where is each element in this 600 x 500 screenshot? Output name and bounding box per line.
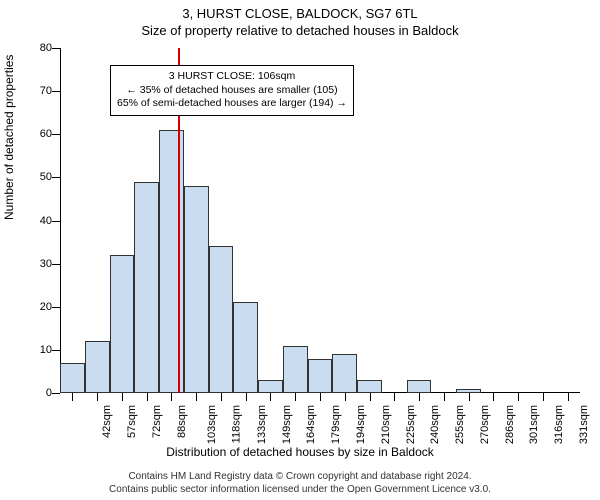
y-tick-label: 60	[40, 128, 52, 140]
y-tick-label: 30	[40, 258, 52, 270]
x-tick	[97, 393, 98, 401]
x-tick-label: 103sqm	[207, 405, 219, 444]
x-tick-label: 316sqm	[553, 405, 565, 444]
y-tick-label: 40	[40, 215, 52, 227]
x-tick-label: 255sqm	[454, 405, 466, 444]
histogram-bar	[308, 359, 333, 394]
y-tick	[52, 350, 60, 351]
title-line2: Size of property relative to detached ho…	[0, 21, 600, 38]
x-tick-label: 194sqm	[355, 405, 367, 444]
histogram-bar	[85, 341, 110, 393]
y-tick	[52, 393, 60, 394]
x-tick-label: 133sqm	[256, 405, 268, 444]
x-tick-label: 164sqm	[306, 405, 318, 444]
x-tick-label: 270sqm	[479, 405, 491, 444]
x-tick	[394, 393, 395, 401]
x-tick	[320, 393, 321, 401]
histogram-bar	[283, 346, 308, 393]
x-tick	[196, 393, 197, 401]
x-tick	[493, 393, 494, 401]
histogram-bar	[184, 186, 209, 393]
histogram-bar	[357, 380, 382, 393]
histogram-bar	[332, 354, 357, 393]
title-line1: 3, HURST CLOSE, BALDOCK, SG7 6TL	[0, 0, 600, 21]
histogram-bar	[209, 246, 234, 393]
y-tick-label: 20	[40, 301, 52, 313]
x-tick-label: 118sqm	[231, 405, 243, 443]
y-tick-label: 10	[40, 344, 52, 356]
y-tick	[52, 134, 60, 135]
x-tick	[246, 393, 247, 401]
x-tick	[171, 393, 172, 401]
histogram-bar	[233, 302, 258, 393]
histogram-bar	[60, 363, 85, 393]
annotation-line3: 65% of semi-detached houses are larger (…	[117, 97, 347, 111]
x-tick-label: 88sqm	[176, 405, 188, 438]
x-tick-label: 149sqm	[281, 405, 293, 444]
histogram-bar	[407, 380, 432, 393]
y-tick	[52, 307, 60, 308]
y-tick-label: 0	[46, 387, 52, 399]
x-tick	[72, 393, 73, 401]
x-tick-label: 225sqm	[405, 405, 417, 444]
x-tick	[295, 393, 296, 401]
x-tick	[345, 393, 346, 401]
x-tick	[444, 393, 445, 401]
y-tick	[52, 264, 60, 265]
x-tick	[568, 393, 569, 401]
y-tick	[52, 91, 60, 92]
annotation-line2: ← 35% of detached houses are smaller (10…	[117, 84, 347, 98]
histogram-chart: 0102030405060708042sqm57sqm72sqm88sqm103…	[60, 48, 580, 393]
x-tick	[518, 393, 519, 401]
x-tick	[370, 393, 371, 401]
histogram-bar	[110, 255, 135, 393]
x-tick	[419, 393, 420, 401]
y-tick-label: 50	[40, 171, 52, 183]
y-tick	[52, 48, 60, 49]
x-tick	[270, 393, 271, 401]
x-tick-label: 240sqm	[429, 405, 441, 444]
x-tick-label: 301sqm	[528, 405, 540, 444]
x-tick	[147, 393, 148, 401]
footer-line2: Contains public sector information licen…	[0, 483, 600, 496]
y-tick	[52, 221, 60, 222]
histogram-bar	[134, 182, 159, 393]
footer-attribution: Contains HM Land Registry data © Crown c…	[0, 470, 600, 496]
x-tick-label: 179sqm	[330, 405, 342, 444]
y-tick-label: 80	[40, 42, 52, 54]
y-axis-label: Number of detached properties	[2, 55, 16, 220]
x-tick-label: 331sqm	[578, 405, 590, 444]
x-tick-label: 210sqm	[380, 405, 392, 444]
histogram-bar	[258, 380, 283, 393]
x-tick	[221, 393, 222, 401]
x-tick-label: 57sqm	[126, 405, 138, 438]
histogram-bar	[159, 130, 184, 393]
y-tick	[52, 177, 60, 178]
x-tick	[543, 393, 544, 401]
annotation-box: 3 HURST CLOSE: 106sqm← 35% of detached h…	[110, 65, 354, 116]
x-tick	[122, 393, 123, 401]
x-tick-label: 42sqm	[101, 405, 113, 438]
x-tick-label: 286sqm	[504, 405, 516, 444]
x-axis-label: Distribution of detached houses by size …	[0, 445, 600, 459]
y-tick-label: 70	[40, 85, 52, 97]
footer-line1: Contains HM Land Registry data © Crown c…	[0, 470, 600, 483]
x-tick	[469, 393, 470, 401]
annotation-line1: 3 HURST CLOSE: 106sqm	[117, 70, 347, 84]
x-tick-label: 72sqm	[151, 405, 163, 438]
